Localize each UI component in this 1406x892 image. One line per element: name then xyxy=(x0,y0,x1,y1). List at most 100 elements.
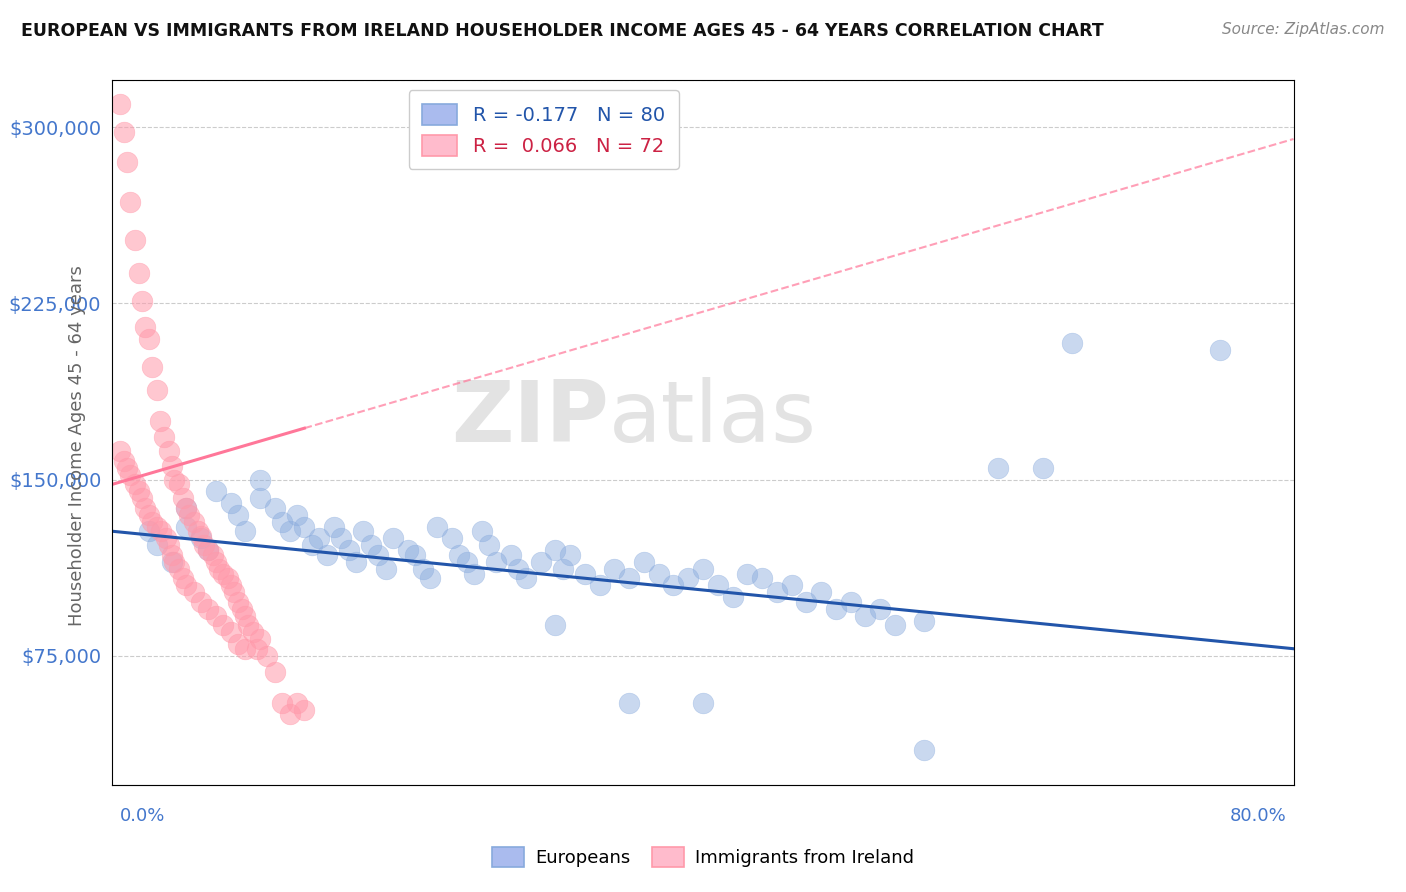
Text: Source: ZipAtlas.com: Source: ZipAtlas.com xyxy=(1222,22,1385,37)
Point xyxy=(233,608,256,623)
Point xyxy=(193,538,215,552)
Point xyxy=(796,595,818,609)
Point xyxy=(128,266,150,280)
Point xyxy=(146,384,169,398)
Point xyxy=(134,319,156,334)
Point xyxy=(1208,343,1232,358)
Point xyxy=(839,595,862,609)
Point xyxy=(914,614,936,628)
Point xyxy=(141,359,163,374)
Point xyxy=(544,543,567,558)
Point xyxy=(662,578,685,592)
Point xyxy=(463,566,485,581)
Point xyxy=(292,703,315,717)
Point xyxy=(231,601,253,615)
Point xyxy=(367,548,389,562)
Point xyxy=(190,595,212,609)
Point xyxy=(138,332,160,346)
Point xyxy=(108,96,131,111)
Point xyxy=(264,500,287,515)
Point xyxy=(197,601,219,615)
Point xyxy=(146,519,169,533)
Point xyxy=(337,543,360,558)
Legend: R = -0.177   N = 80, R =  0.066   N = 72: R = -0.177 N = 80, R = 0.066 N = 72 xyxy=(409,90,679,169)
Point xyxy=(174,519,197,533)
Point xyxy=(217,571,239,585)
Point xyxy=(256,648,278,663)
Point xyxy=(174,500,197,515)
Point xyxy=(146,538,169,552)
Point xyxy=(551,562,574,576)
Point xyxy=(172,491,194,506)
Point xyxy=(174,578,197,592)
Point xyxy=(470,524,494,539)
Point xyxy=(360,538,382,552)
Point xyxy=(197,543,219,558)
Point xyxy=(501,548,523,562)
Point xyxy=(163,555,186,569)
Point xyxy=(1032,460,1054,475)
Point xyxy=(117,460,138,475)
Point xyxy=(396,543,419,558)
Point xyxy=(201,548,224,562)
Point xyxy=(219,625,242,640)
Point xyxy=(404,548,426,562)
Point xyxy=(619,571,641,585)
Text: EUROPEAN VS IMMIGRANTS FROM IRELAND HOUSEHOLDER INCOME AGES 45 - 64 YEARS CORREL: EUROPEAN VS IMMIGRANTS FROM IRELAND HOUS… xyxy=(21,22,1104,40)
Point xyxy=(179,508,201,522)
Point xyxy=(292,519,315,533)
Point xyxy=(264,665,287,680)
Point xyxy=(766,585,789,599)
Point xyxy=(117,155,138,169)
Point xyxy=(242,625,264,640)
Point xyxy=(108,444,131,458)
Point xyxy=(212,566,235,581)
Point xyxy=(884,618,907,632)
Point xyxy=(172,571,194,585)
Point xyxy=(515,571,537,585)
Point xyxy=(219,496,242,510)
Point xyxy=(619,696,641,710)
Point xyxy=(737,566,759,581)
Point xyxy=(150,524,173,539)
Point xyxy=(441,531,464,545)
Point xyxy=(246,641,269,656)
Point xyxy=(647,566,671,581)
Point xyxy=(308,531,330,545)
Point xyxy=(183,515,205,529)
Point xyxy=(278,707,301,722)
Point xyxy=(1062,336,1084,351)
Point xyxy=(603,562,626,576)
Point xyxy=(529,555,551,569)
Point xyxy=(285,696,308,710)
Point xyxy=(183,585,205,599)
Point xyxy=(588,578,610,592)
Point xyxy=(419,571,441,585)
Point xyxy=(780,578,803,592)
Point xyxy=(190,531,212,545)
Point xyxy=(131,491,153,506)
Point xyxy=(120,467,142,482)
Point xyxy=(219,578,242,592)
Point xyxy=(574,566,596,581)
Point xyxy=(824,601,846,615)
Point xyxy=(160,555,183,569)
Point xyxy=(134,500,156,515)
Point xyxy=(238,618,260,632)
Point xyxy=(120,195,142,210)
Point xyxy=(426,519,449,533)
Point xyxy=(197,543,219,558)
Point xyxy=(226,637,249,651)
Text: 0.0%: 0.0% xyxy=(120,807,165,825)
Point xyxy=(138,508,160,522)
Legend: Europeans, Immigrants from Ireland: Europeans, Immigrants from Ireland xyxy=(485,839,921,874)
Point xyxy=(124,233,146,247)
Point xyxy=(374,562,396,576)
Point xyxy=(914,742,936,756)
Point xyxy=(678,571,700,585)
Point xyxy=(558,548,582,562)
Point xyxy=(153,430,176,444)
Point xyxy=(449,548,471,562)
Point xyxy=(155,531,177,545)
Point xyxy=(157,444,180,458)
